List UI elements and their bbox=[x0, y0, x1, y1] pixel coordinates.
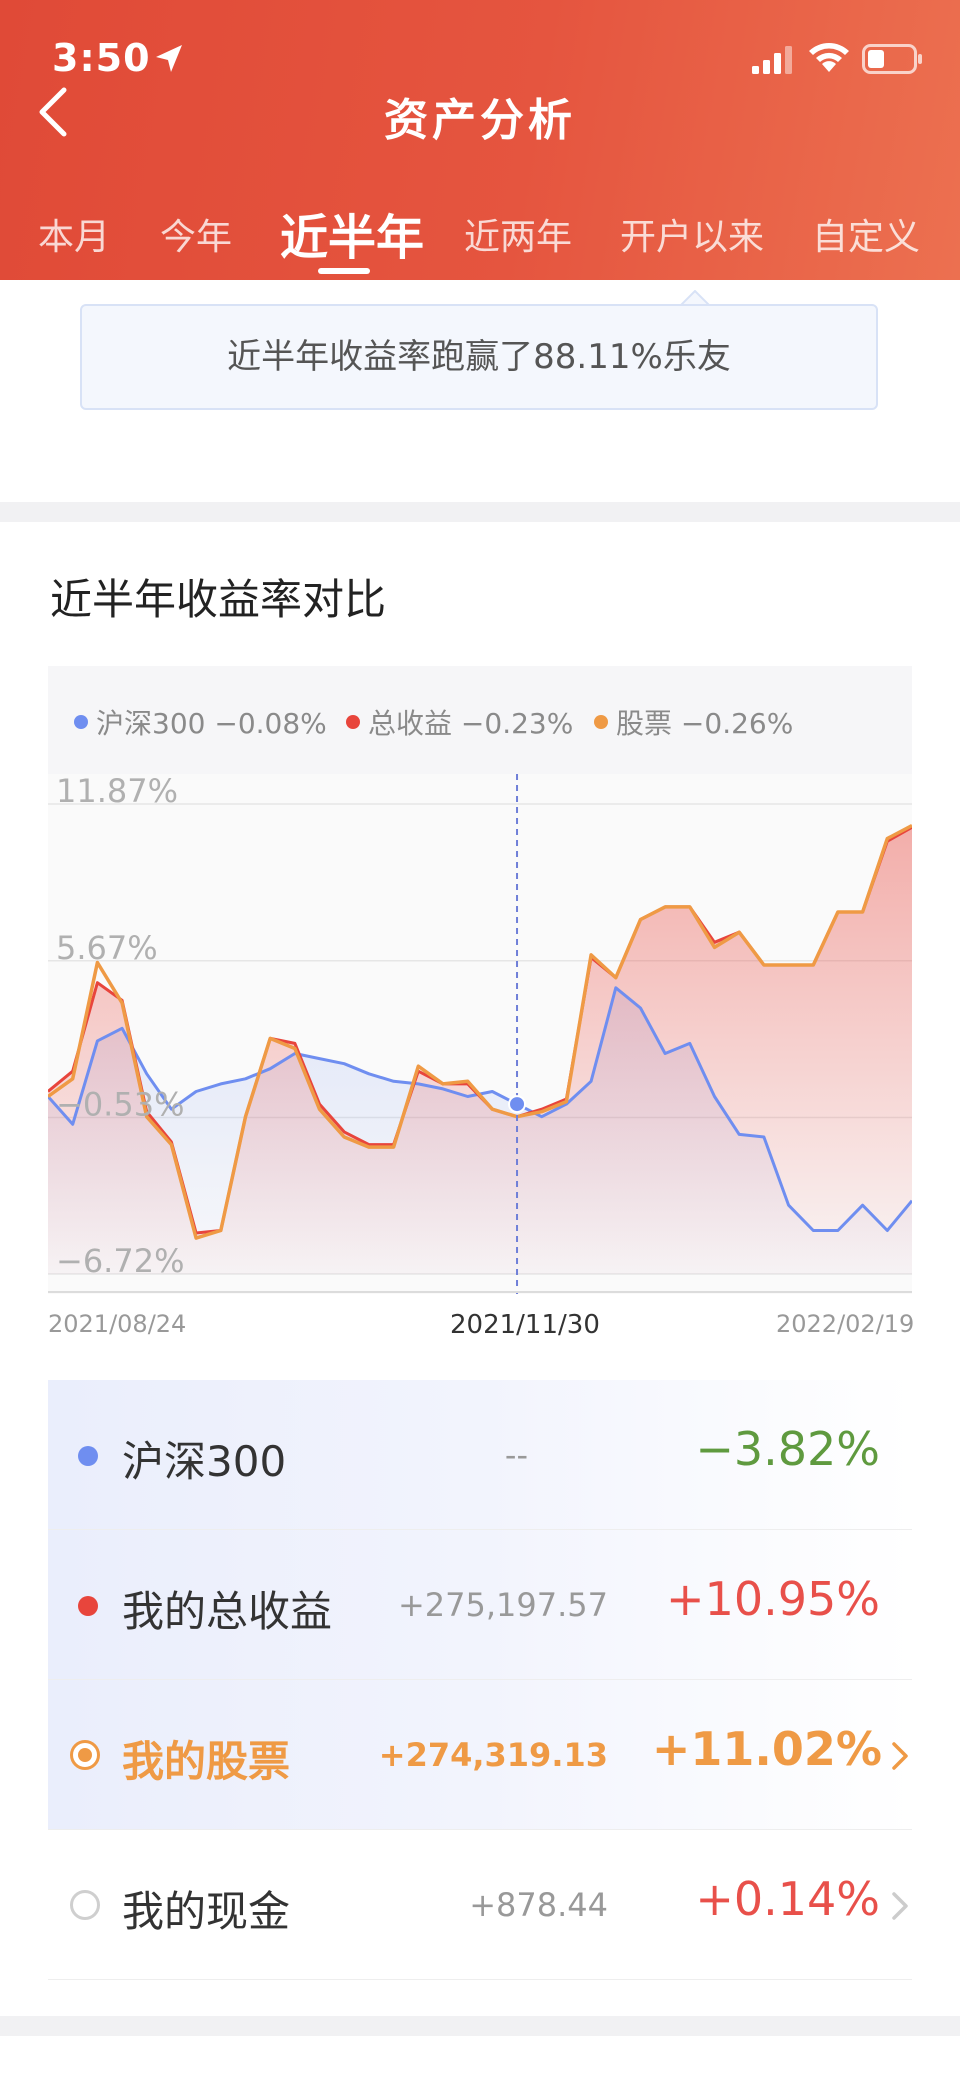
legend-item-total: 总收益 −0.23% bbox=[346, 702, 573, 742]
row-percent: −3.82% bbox=[695, 1422, 880, 1476]
row-amount: +275,197.57 bbox=[397, 1586, 608, 1624]
ranking-banner: 近半年收益率跑赢了88.11%乐友 bbox=[80, 304, 878, 410]
series-dot-icon bbox=[78, 1446, 98, 1466]
x-label-start: 2021/08/24 bbox=[48, 1310, 187, 1338]
tab-two-years[interactable]: 近两年 bbox=[464, 217, 573, 258]
section-divider bbox=[0, 502, 960, 522]
chart-plot-area[interactable]: 11.87% 5.67% −0.53% −6.72% bbox=[48, 774, 912, 1294]
row-my-stocks[interactable]: 我的股票 +274,319.13 +11.02% bbox=[48, 1680, 912, 1830]
row-name: 我的股票 bbox=[122, 1737, 291, 1786]
row-name: 我的总收益 bbox=[122, 1587, 333, 1636]
period-tabs: 本月 今年 近半年 近两年 开户以来 自定义 bbox=[0, 200, 960, 274]
active-tab-indicator bbox=[318, 268, 370, 274]
row-amount: +274,319.13 bbox=[378, 1736, 608, 1774]
legend-dot-icon bbox=[594, 715, 608, 729]
radio-unselected-icon[interactable] bbox=[70, 1890, 100, 1920]
legend-dot-icon bbox=[74, 715, 88, 729]
row-name: 沪深300 bbox=[122, 1437, 287, 1486]
row-percent: +10.95% bbox=[666, 1572, 880, 1626]
legend-item-stocks: 股票 −0.26% bbox=[594, 702, 793, 742]
y-tick-label: 5.67% bbox=[56, 929, 158, 967]
row-my-cash[interactable]: 我的现金 +878.44 +0.14% bbox=[48, 1830, 912, 1980]
wifi-icon bbox=[809, 43, 849, 72]
row-percent: +0.14% bbox=[695, 1872, 880, 1926]
location-arrow-icon bbox=[156, 45, 182, 72]
row-percent: +11.02% bbox=[651, 1722, 882, 1776]
header: 3:50 资产分析 本月 今年 近半年 近两年 开户以来 自定义 bbox=[0, 0, 960, 280]
status-bar: 3:50 bbox=[0, 0, 960, 110]
chevron-right-icon[interactable] bbox=[888, 1738, 912, 1774]
tab-custom[interactable]: 自定义 bbox=[812, 217, 921, 258]
tab-this-year[interactable]: 今年 bbox=[160, 217, 233, 258]
back-chevron-icon[interactable] bbox=[34, 84, 74, 140]
series-dot-icon bbox=[78, 1596, 98, 1616]
row-amount: -- bbox=[504, 1436, 528, 1474]
y-tick-label: −6.72% bbox=[56, 1242, 184, 1280]
x-label-cursor: 2021/11/30 bbox=[450, 1310, 600, 1340]
row-name: 我的现金 bbox=[122, 1887, 291, 1936]
battery-icon bbox=[862, 44, 922, 74]
chevron-right-icon[interactable] bbox=[888, 1888, 912, 1924]
area-total-return bbox=[48, 827, 912, 1274]
signal-icon bbox=[752, 46, 792, 74]
page-title: 资产分析 bbox=[384, 95, 576, 146]
row-amount: +878.44 bbox=[469, 1886, 608, 1924]
returns-chart[interactable]: 沪深300 −0.08% 总收益 −0.23% 股票 −0.26% 11.87%… bbox=[48, 666, 912, 1294]
tab-this-month[interactable]: 本月 bbox=[38, 217, 111, 258]
section-title: 近半年收益率对比 bbox=[50, 575, 387, 624]
row-hs300[interactable]: 沪深300 -- −3.82% bbox=[48, 1380, 912, 1530]
tab-since-opening[interactable]: 开户以来 bbox=[620, 217, 765, 258]
line-stocks bbox=[48, 823, 912, 1240]
y-tick-label: −0.53% bbox=[56, 1086, 184, 1124]
chart-legend: 沪深300 −0.08% 总收益 −0.23% 股票 −0.26% bbox=[48, 666, 912, 774]
cursor-marker bbox=[508, 1095, 527, 1114]
radio-selected-icon[interactable] bbox=[70, 1740, 100, 1770]
section-divider bbox=[0, 2016, 960, 2036]
tab-half-year[interactable]: 近半年 bbox=[280, 210, 425, 266]
status-time: 3:50 bbox=[52, 36, 151, 80]
y-tick-label: 11.87% bbox=[56, 774, 178, 810]
legend-item-hs300: 沪深300 −0.08% bbox=[74, 702, 327, 742]
x-label-end: 2022/02/19 bbox=[776, 1310, 915, 1338]
row-total-return[interactable]: 我的总收益 +275,197.57 +10.95% bbox=[48, 1530, 912, 1680]
legend-dot-icon bbox=[346, 715, 360, 729]
